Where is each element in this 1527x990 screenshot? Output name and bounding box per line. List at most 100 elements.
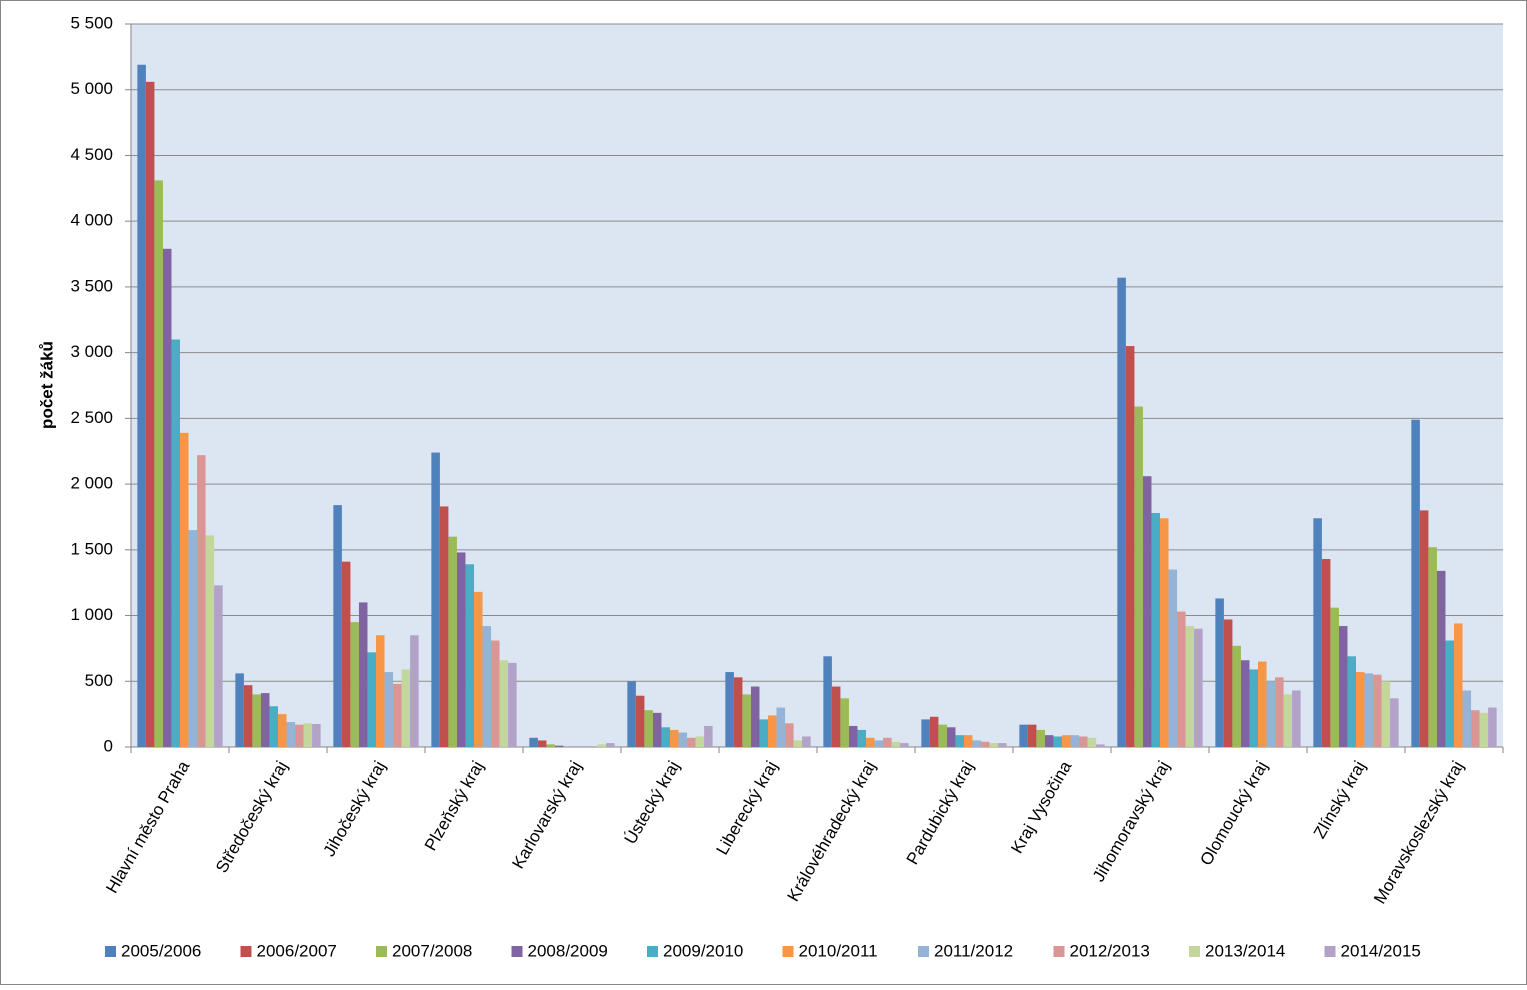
y-tick-label: 2 500 [70,408,113,427]
bar [883,737,892,747]
legend-label: 2005/2006 [121,941,201,960]
y-tick-label: 4 000 [70,211,113,230]
legend-swatch [511,946,523,957]
y-tick-label: 5 000 [70,79,113,98]
bar [964,735,973,747]
bar [733,677,743,747]
bar [929,716,939,747]
bar [1258,661,1267,747]
bar [848,725,858,747]
bar [857,729,866,747]
legend-swatch [918,946,929,957]
bar [384,672,394,747]
bar [1142,476,1152,747]
bar [802,736,811,747]
bar [1275,677,1284,747]
bar [439,506,449,747]
bar [482,626,492,747]
bar [725,672,734,747]
bar [188,530,198,747]
bar [900,743,909,747]
bar [1479,712,1489,747]
legend-swatch [105,946,116,957]
bar [1292,690,1301,747]
y-tick-label: 500 [85,671,113,690]
bar [145,81,155,748]
bar [938,724,947,747]
bar [529,737,538,747]
bar [1313,518,1322,747]
bar [652,712,662,747]
bar [972,740,982,747]
bar [1471,710,1480,747]
y-tick-label: 3 000 [70,342,113,361]
bar [635,695,645,747]
bar [1381,681,1391,747]
bar [1373,674,1382,747]
bar [376,635,385,747]
bar [1151,513,1160,747]
bar [401,669,411,747]
bar [768,715,777,747]
legend-swatch [1189,946,1200,957]
bar [1240,660,1250,747]
bar [269,706,278,747]
bar [341,561,351,747]
bar [235,673,244,747]
y-tick-label: 1 500 [70,539,113,558]
y-axis-label: počet žáků [37,341,56,429]
bar [1044,735,1054,747]
bar [670,729,679,747]
legend-label: 2011/2012 [934,941,1013,960]
bar [1390,698,1399,747]
bar [350,622,359,747]
bar [866,737,875,747]
bar [831,686,841,747]
bar [180,432,189,747]
bar [1445,640,1454,747]
legend-swatch [376,946,387,957]
bar [286,722,296,747]
bar [874,740,884,747]
bar [554,745,564,747]
legend-label: 2014/2015 [1341,941,1421,960]
bar [1454,623,1463,747]
bar [1215,598,1224,747]
bar [252,694,261,747]
legend-label: 2008/2009 [528,941,608,960]
bar [1185,626,1195,747]
bar [823,656,832,747]
bar [312,723,321,747]
bar [410,635,419,747]
bar [1347,656,1356,747]
bar [1160,518,1169,747]
bar [955,735,964,747]
bar [1411,419,1420,747]
y-tick-label: 3 500 [70,276,113,295]
bar [137,64,146,747]
legend-label: 2006/2007 [257,941,337,960]
bar [998,743,1007,747]
bar [840,698,849,747]
bar [793,740,803,747]
legend-swatch [782,946,794,957]
bar [1462,690,1472,747]
bar [1338,626,1348,747]
bar [704,725,713,747]
bar [1436,570,1446,747]
bar [1428,547,1437,747]
bar [456,552,466,747]
bar [921,719,930,747]
y-tick-label: 4 500 [70,145,113,164]
legend-swatch [240,946,252,957]
bar [1070,735,1080,747]
legend-label: 2007/2008 [392,941,472,960]
bar [1330,607,1339,747]
bar [1062,735,1071,747]
bar [1096,744,1105,747]
bar [946,727,956,747]
bar [162,248,172,747]
y-tick-label: 2 000 [70,474,113,493]
bar [695,736,705,747]
